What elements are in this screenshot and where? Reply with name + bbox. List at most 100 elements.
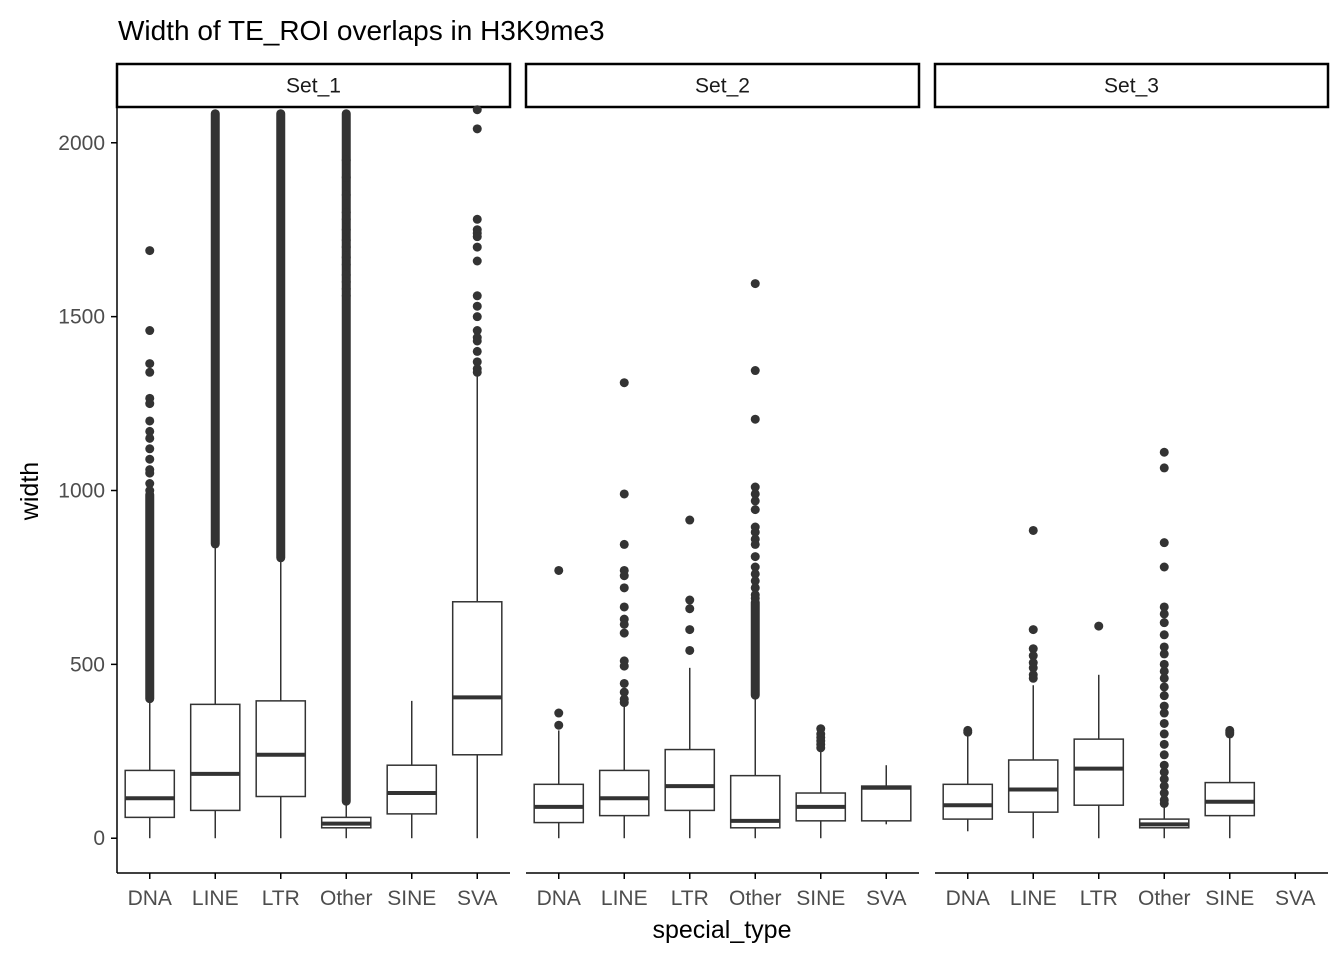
outlier-point — [619, 628, 629, 638]
x-axis-title: special_type — [653, 916, 792, 944]
outlier-point — [145, 479, 155, 489]
outlier-point — [1159, 781, 1169, 791]
outlier-point — [341, 270, 351, 280]
outlier-point — [750, 414, 760, 424]
box-iqr — [1007, 759, 1059, 813]
x-tick-label: SINE — [1205, 887, 1254, 910]
box-ltr — [664, 515, 716, 839]
outlier-point — [145, 246, 155, 256]
outlier-point — [472, 232, 482, 242]
outlier-point — [1159, 682, 1169, 692]
x-tick-label: LINE — [601, 887, 648, 910]
y-tick-label: 500 — [70, 653, 105, 676]
facet-strip-box — [524, 62, 921, 109]
outlier-point — [750, 539, 760, 549]
outlier-point — [1028, 625, 1038, 635]
facet-strip-label: Set_3 — [1104, 75, 1159, 98]
box-iqr — [533, 783, 585, 824]
outlier-band — [210, 109, 220, 549]
y-tick-label: 0 — [93, 827, 105, 850]
y-tick-label: 1000 — [58, 480, 105, 503]
outlier-point — [619, 602, 629, 612]
x-tick-label: Other — [320, 887, 373, 910]
x-tick-label: DNA — [537, 887, 581, 910]
outlier-point — [619, 583, 629, 593]
outlier-point — [341, 284, 351, 294]
box-iqr — [942, 783, 994, 820]
outlier-point — [341, 190, 351, 200]
outlier-point — [1159, 618, 1169, 628]
box-iqr — [664, 748, 716, 812]
outlier-point — [750, 279, 760, 289]
x-tick-label: Other — [729, 887, 782, 910]
outlier-point — [750, 593, 760, 603]
facet-strip-box — [115, 62, 512, 109]
outlier-point — [816, 743, 826, 753]
x-tick-label: SVA — [866, 887, 906, 910]
outlier-point — [619, 661, 629, 671]
facet-strip: Set_1 — [115, 62, 512, 109]
box-dna — [942, 725, 994, 832]
outlier-point — [1028, 525, 1038, 535]
x-tick-label: SINE — [387, 887, 436, 910]
outlier-point — [1159, 774, 1169, 784]
outlier-point — [750, 576, 760, 586]
outlier-point — [145, 433, 155, 443]
outlier-point — [341, 259, 351, 269]
box-sva — [860, 765, 912, 825]
outlier-point — [685, 515, 695, 525]
outlier-point — [472, 326, 482, 336]
x-tick-label: LINE — [192, 887, 239, 910]
panels: Set_1 DNA LINE LTR Other SINE SVA Set_2 DNA LINE L… — [115, 62, 1330, 910]
box-line — [189, 109, 241, 839]
outlier-point — [341, 155, 351, 165]
box-sine — [795, 724, 847, 839]
outlier-point — [145, 367, 155, 377]
x-tick-label: DNA — [946, 887, 990, 910]
outlier-point — [145, 326, 155, 336]
outlier-point — [750, 482, 760, 492]
outlier-point — [685, 595, 695, 605]
box-iqr — [386, 764, 438, 815]
x-tick-label: SINE — [796, 887, 845, 910]
outlier-point — [1159, 642, 1169, 652]
outlier-band — [276, 109, 286, 563]
outlier-point — [619, 698, 629, 708]
box-line — [598, 378, 650, 839]
outlier-point — [619, 539, 629, 549]
outlier-point — [1159, 666, 1169, 676]
facet-strip: Set_3 — [933, 62, 1330, 109]
outlier-point — [341, 277, 351, 287]
outlier-point — [1028, 663, 1038, 673]
outlier-point — [1028, 651, 1038, 661]
y-axis-title: width — [16, 462, 44, 521]
outlier-point — [1159, 701, 1169, 711]
box-iqr — [598, 769, 650, 817]
x-tick-label: DNA — [128, 887, 172, 910]
box-sva — [451, 105, 503, 839]
box-sine — [1204, 725, 1256, 839]
outlier-point — [750, 505, 760, 515]
outlier-point — [1159, 691, 1169, 701]
outlier-point — [750, 489, 760, 499]
outlier-point — [341, 207, 351, 217]
x-tick-label: Other — [1138, 887, 1191, 910]
x-tick-label: LTR — [1080, 887, 1118, 910]
outlier-point — [1225, 729, 1235, 739]
outlier-point — [750, 552, 760, 562]
outlier-point — [145, 444, 155, 454]
outlier-point — [472, 336, 482, 346]
facet-strip-label: Set_1 — [286, 75, 341, 98]
outlier-point — [750, 496, 760, 506]
outlier-point — [472, 105, 482, 115]
outlier-point — [341, 242, 351, 252]
x-tick-label: SVA — [1275, 887, 1315, 910]
outlier-point — [1159, 562, 1169, 572]
box-line — [1007, 525, 1059, 839]
y-axis: 0 500 1000 1500 2000 — [58, 108, 118, 873]
outlier-point — [1159, 602, 1169, 612]
outlier-point — [341, 173, 351, 183]
outlier-point — [1159, 788, 1169, 798]
outlier-point — [1159, 538, 1169, 548]
